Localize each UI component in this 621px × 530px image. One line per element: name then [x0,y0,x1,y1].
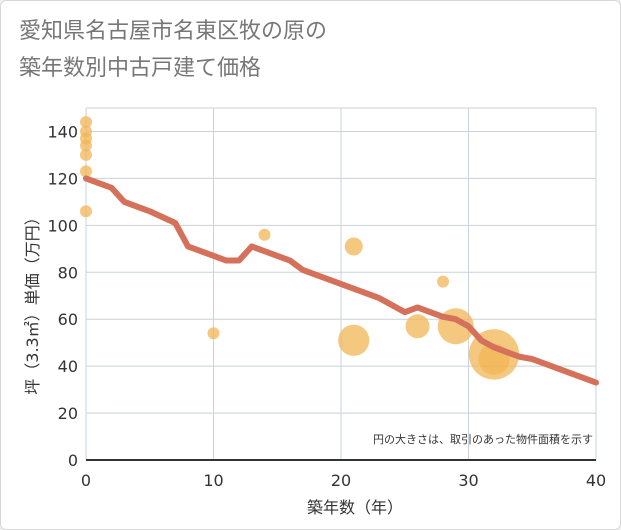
scatter-point [80,116,92,129]
y-tick-label: 120 [47,169,78,188]
y-tick-labels: 0 20 40 60 80 100 120 140 [47,122,78,470]
x-tick-label: 30 [458,471,478,490]
y-tick-label: 0 [68,451,78,470]
scatter-point [80,139,92,152]
x-tick-label: 20 [331,471,351,490]
scatter-point [338,324,370,356]
y-tick-label: 60 [58,310,78,329]
chart-title-line1: 愛知県名古屋市名東区牧の原の [19,19,328,44]
y-axis-label: 坪（3.3㎡）単価（万円） [23,209,42,394]
chart-title-line2: 築年数別中古戸建て価格 [19,56,262,81]
y-tick-label: 100 [47,216,78,235]
bubble-series [80,116,520,380]
y-tick-label: 140 [47,122,78,141]
y-tick-label: 20 [58,404,78,423]
x-axis-label: 築年数（年） [307,498,403,517]
size-note: 円の大きさは、取引のあった物件面積を示す [373,432,593,446]
chart-title: 愛知県名古屋市名東区牧の原の 築年数別中古戸建て価格 [19,13,327,87]
scatter-point [80,165,92,178]
x-tick-label: 10 [203,471,223,490]
y-tick-label: 40 [58,357,78,376]
x-tick-labels: 0 10 20 30 40 [81,471,606,490]
scatter-point [80,148,92,161]
scatter-point [258,228,271,241]
scatter-point [437,275,449,288]
scatter-point [344,237,363,256]
scatter-point [405,314,430,339]
trend-line [83,175,599,386]
x-tick-label: 40 [586,471,606,490]
scatter-point [207,327,220,340]
y-tick-label: 80 [58,263,78,282]
scatter-point [80,205,92,218]
x-tick-label: 0 [81,471,91,490]
